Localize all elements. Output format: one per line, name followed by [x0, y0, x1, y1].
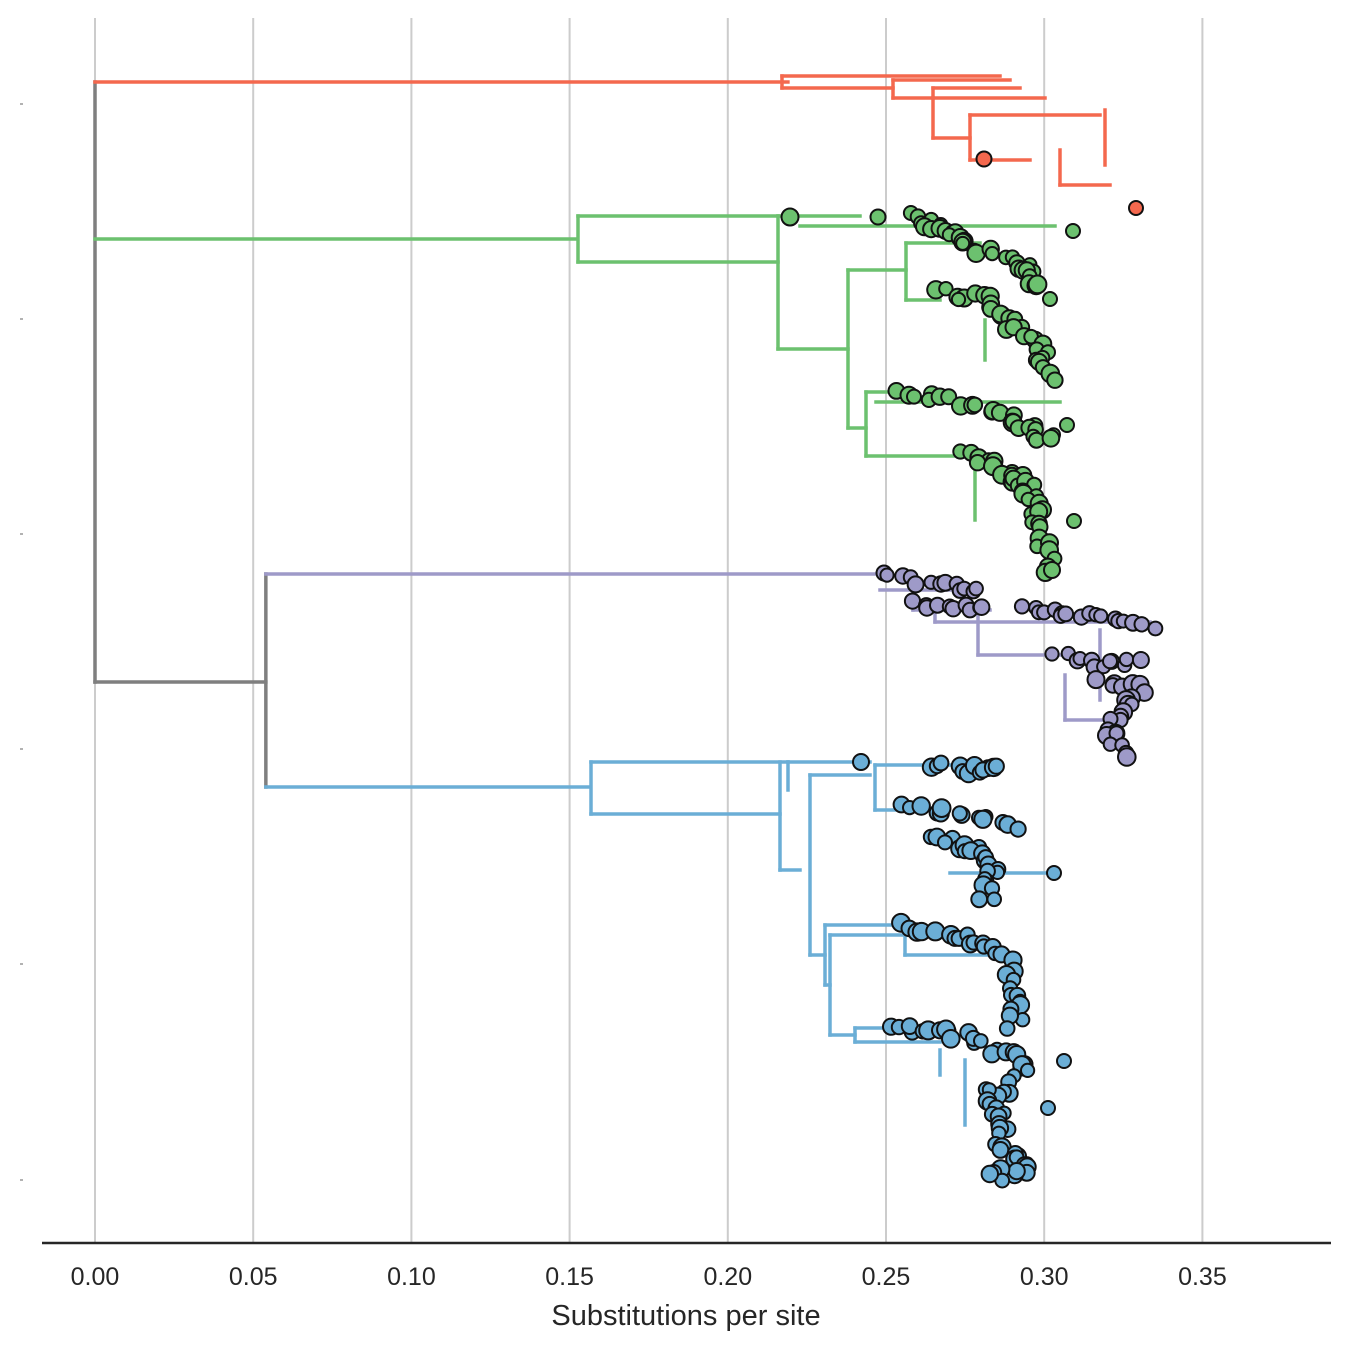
blue-tip	[970, 890, 989, 909]
blue-tip	[973, 809, 993, 829]
blue-tip	[941, 1029, 961, 1049]
tip-markers	[780, 150, 1164, 1189]
x-axis-title: Substitutions per site	[551, 1300, 820, 1332]
green-tip	[955, 235, 971, 251]
purple-tip	[968, 580, 984, 597]
blue-tip	[932, 754, 950, 772]
x-tick-label: 0.15	[545, 1263, 594, 1291]
green-tip	[1027, 431, 1045, 449]
purple-tip	[1147, 620, 1164, 637]
purple-tip	[1102, 653, 1118, 670]
purple-tip	[1117, 747, 1137, 767]
green-tip	[1059, 417, 1075, 433]
green-tip	[966, 396, 984, 414]
green-tip	[968, 454, 987, 472]
red-tip	[975, 150, 993, 168]
purple-tip	[1118, 651, 1135, 668]
purple-tip	[1131, 651, 1150, 669]
purple-tip	[1044, 646, 1060, 662]
x-tick-label: 0.00	[71, 1263, 120, 1291]
green-tip	[950, 291, 967, 308]
x-tick-label: 0.10	[387, 1263, 436, 1291]
blue-tip	[987, 757, 1005, 775]
green-tip	[1065, 223, 1081, 239]
green-tip	[938, 281, 954, 297]
blue-tip	[852, 753, 870, 771]
green-tip	[1041, 429, 1061, 448]
blue-tip	[973, 1033, 989, 1049]
purple-tip	[1093, 608, 1109, 624]
purple-tip	[1057, 605, 1075, 623]
green-tip	[1042, 291, 1058, 307]
x-tick-label: 0.20	[703, 1263, 752, 1291]
purple-tip	[1133, 616, 1150, 633]
grid-lines	[94, 18, 1204, 1243]
red-tip	[1128, 200, 1144, 216]
blue-tip	[937, 834, 953, 851]
x-tick-label: 0.05	[229, 1263, 278, 1291]
green-tip	[780, 207, 800, 227]
purple-tip	[1013, 598, 1031, 615]
blue-tip	[1007, 1162, 1026, 1181]
green-tip	[1066, 513, 1082, 529]
green-tip	[1046, 371, 1064, 389]
blue-tip	[1009, 820, 1027, 838]
blue-tip	[1020, 1062, 1036, 1079]
purple-tip	[906, 575, 925, 594]
blue-tip	[911, 796, 931, 816]
green-tip	[1027, 274, 1048, 295]
blue-tip	[931, 798, 952, 818]
blue-tip	[951, 805, 968, 822]
green-tip	[906, 388, 922, 405]
blue-tip	[980, 1164, 999, 1184]
blue-tip	[998, 1020, 1016, 1037]
green-tip	[940, 388, 958, 406]
purple-tip	[903, 592, 922, 610]
y-tick-marks	[20, 103, 23, 1181]
blue-tip	[1040, 1100, 1056, 1116]
green-tip	[869, 208, 887, 226]
purple-tip	[972, 598, 991, 617]
purple-tip	[1086, 670, 1106, 690]
green-tip	[1043, 561, 1061, 579]
x-tick-label: 0.25	[862, 1263, 911, 1291]
blue-tip	[986, 891, 1003, 908]
x-tick-labels: 0.00 0.05 0.10 0.15 0.20 0.25 0.30 0.35	[71, 1263, 1227, 1291]
purple-tip	[879, 567, 895, 583]
blue-tip	[1056, 1053, 1072, 1069]
green-tip	[984, 246, 1000, 262]
x-tick-label: 0.30	[1020, 1263, 1069, 1291]
blue-tip	[1046, 865, 1062, 881]
x-tick-label: 0.35	[1178, 1263, 1227, 1291]
tree-branches	[93, 74, 1152, 1127]
